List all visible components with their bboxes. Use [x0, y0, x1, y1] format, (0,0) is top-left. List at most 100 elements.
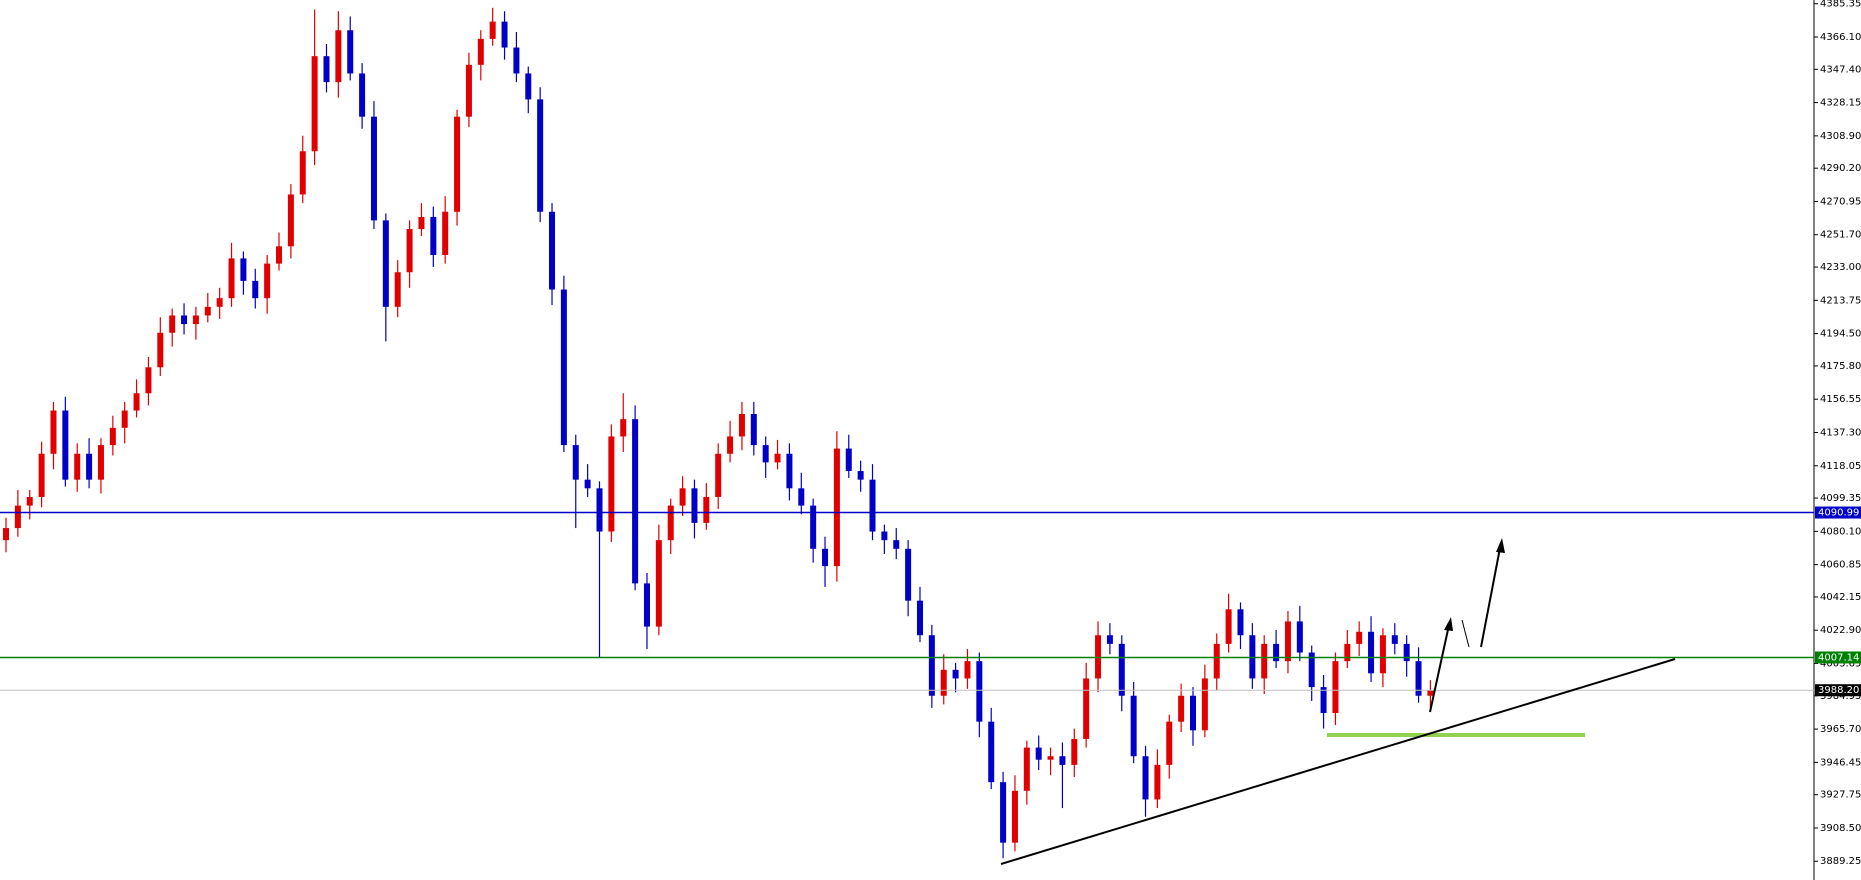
- candle-body: [1415, 661, 1422, 696]
- candle-body: [715, 453, 722, 497]
- candle-body: [74, 453, 81, 480]
- candle-body: [1225, 609, 1232, 644]
- candle-body: [833, 448, 840, 567]
- candle-body: [418, 216, 425, 230]
- candle-body: [596, 488, 603, 532]
- y-tick-label: 4099.35: [1820, 493, 1861, 504]
- candle-body: [157, 332, 164, 368]
- y-tick-label: 4251.70: [1820, 230, 1861, 241]
- y-tick-label: 3908.50: [1820, 823, 1861, 834]
- candle-body: [928, 635, 935, 696]
- candle-body: [976, 661, 983, 722]
- candle-body: [1296, 621, 1303, 653]
- candle-body: [1106, 635, 1113, 644]
- y-tick-label: 4137.30: [1820, 427, 1861, 438]
- candle-body: [1273, 643, 1280, 662]
- candle-body: [881, 531, 888, 541]
- candle-body: [1344, 643, 1351, 662]
- candle-body: [940, 669, 947, 696]
- candle-body: [679, 488, 686, 506]
- candle-body: [252, 280, 259, 299]
- candle-body: [1368, 631, 1375, 674]
- candle-body: [1356, 631, 1363, 644]
- candle-body: [608, 436, 615, 532]
- candle-body: [667, 505, 674, 541]
- candle-body: [905, 548, 912, 601]
- candle-body: [988, 721, 995, 783]
- arrow-shaft: [1429, 624, 1450, 713]
- candle-body: [216, 298, 223, 307]
- candle-body: [109, 427, 116, 446]
- candle-body: [370, 116, 377, 221]
- candle-body: [786, 453, 793, 489]
- y-tick-label: 4080.10: [1820, 526, 1861, 537]
- candle-body: [762, 445, 769, 463]
- candle-body: [335, 30, 342, 83]
- candle-body: [192, 315, 199, 325]
- candle-body: [964, 661, 971, 679]
- candle-body: [1166, 721, 1173, 765]
- y-tick-label: 4328.15: [1820, 98, 1861, 109]
- candle-body: [276, 246, 283, 264]
- candle-body: [572, 445, 579, 480]
- candle-body: [1379, 635, 1386, 674]
- candle-body: [869, 479, 876, 532]
- candle-body: [62, 410, 69, 480]
- y-tick-label: 3889.25: [1820, 856, 1861, 867]
- candle-body: [204, 306, 211, 316]
- candle-body: [406, 229, 413, 273]
- candle-body: [857, 471, 864, 480]
- candle-body: [264, 263, 271, 299]
- y-tick-label: 3984.95: [1820, 691, 1861, 702]
- candle-body: [1023, 747, 1030, 791]
- candle-body: [50, 410, 57, 454]
- candle-body: [1403, 643, 1410, 662]
- plot-area: [0, 7, 1814, 859]
- candle-body: [430, 216, 437, 255]
- candle-body: [465, 64, 472, 117]
- price-axis: 4385.35 4366.10 4347.40 4328.15 4308.90 4290.…: [1814, 0, 1861, 867]
- candle-body: [643, 583, 650, 627]
- price-level-box: [1815, 651, 1861, 664]
- candle-body: [382, 220, 389, 307]
- candle-body: [1035, 747, 1042, 760]
- candle-body: [810, 505, 817, 549]
- price-level-box: [1815, 506, 1861, 519]
- candle-body: [845, 448, 852, 472]
- candle-body: [916, 600, 923, 636]
- candle-body: [1190, 695, 1196, 731]
- y-tick-label: 4233.00: [1820, 262, 1861, 273]
- candle-body: [549, 211, 556, 290]
- candle-body: [1427, 690, 1434, 696]
- candle-body: [1213, 643, 1220, 679]
- y-tick-label: 3927.75: [1820, 790, 1861, 801]
- candle-body: [311, 56, 318, 152]
- y-tick-label: 4385.35: [1820, 0, 1861, 10]
- candle-body: [181, 315, 188, 325]
- candle-body: [1142, 756, 1149, 800]
- candle-body: [3, 528, 9, 541]
- trend-line: [1000, 658, 1676, 865]
- y-tick-label: 4118.05: [1820, 461, 1861, 472]
- candle-body: [1011, 790, 1018, 843]
- candle-body: [14, 505, 21, 529]
- candle-body: [525, 73, 532, 100]
- y-tick-label: 4060.85: [1820, 560, 1861, 571]
- candle-body: [1130, 695, 1137, 757]
- y-tick-label: 4156.55: [1820, 394, 1861, 405]
- y-tick-label: 3946.45: [1820, 757, 1861, 768]
- candle-body: [501, 21, 508, 48]
- candle-body: [774, 453, 781, 463]
- y-tick-label: 4270.95: [1820, 196, 1861, 207]
- candle-body: [1284, 621, 1291, 662]
- y-tick-label: 4175.80: [1820, 361, 1861, 372]
- candle-body: [359, 73, 366, 117]
- candle-body: [1178, 695, 1185, 722]
- y-tick-label: 4194.50: [1820, 329, 1861, 340]
- candle-body: [442, 211, 449, 255]
- price-level-label: 4090.99: [1818, 508, 1859, 519]
- arrow-head: [1444, 617, 1453, 631]
- candle-body: [655, 540, 662, 627]
- candle-body: [489, 21, 496, 39]
- candle-body: [454, 116, 461, 212]
